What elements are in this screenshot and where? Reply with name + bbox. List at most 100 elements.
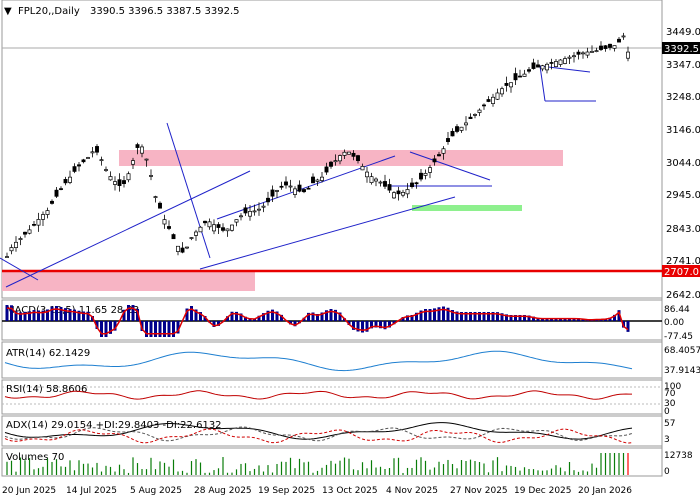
volume-bar xyxy=(321,467,323,475)
candle-body xyxy=(581,52,585,55)
candle-body xyxy=(608,43,612,48)
volume-bar xyxy=(613,453,616,475)
macd-bar xyxy=(266,310,270,321)
candle-body xyxy=(392,192,396,199)
candle-body xyxy=(122,180,126,184)
macd-bar xyxy=(487,312,490,321)
price-tick: 3146.0 xyxy=(666,125,700,136)
volume-bar xyxy=(415,459,418,475)
volume-bar xyxy=(294,468,296,475)
candle-body xyxy=(99,159,104,162)
candle-body xyxy=(545,63,549,71)
candle-body xyxy=(401,192,405,196)
volume-bar xyxy=(114,471,116,475)
adx-series xyxy=(4,422,633,444)
macd-bar xyxy=(248,318,252,321)
volume-bar xyxy=(537,470,539,475)
macd-bar xyxy=(388,321,391,328)
macd-bar xyxy=(541,318,544,321)
candle-body xyxy=(185,246,189,249)
macd-bar xyxy=(563,318,567,321)
candle-body xyxy=(180,247,185,253)
macd-bar xyxy=(23,311,27,321)
macd-bar xyxy=(217,321,220,326)
macd-bar xyxy=(37,310,40,321)
candle-body xyxy=(410,182,414,188)
candle-body xyxy=(113,181,117,185)
volume-bar xyxy=(150,457,152,475)
volume-bar xyxy=(271,472,274,475)
macd-bar xyxy=(19,312,22,321)
volume-bar xyxy=(564,471,566,475)
volume-bar xyxy=(361,462,364,475)
macd-bar xyxy=(271,309,274,321)
candle-body xyxy=(396,190,401,195)
candle-body xyxy=(513,73,518,81)
adx-panel-frame xyxy=(1,415,663,447)
volume-bar xyxy=(280,461,283,475)
macd-bar xyxy=(442,306,445,321)
volume-bar xyxy=(343,457,346,475)
macd-bar xyxy=(73,309,76,321)
candle-body xyxy=(594,50,599,52)
trendline-2[interactable] xyxy=(0,257,39,281)
volume-bar xyxy=(523,467,526,475)
volume-bar xyxy=(307,461,310,475)
macd-bar xyxy=(554,318,558,321)
candle-body xyxy=(194,231,198,236)
collapse-triangle-icon[interactable]: ▼ xyxy=(4,6,12,17)
candle-body xyxy=(617,38,621,43)
adx-line xyxy=(4,422,633,440)
current-price-text: 3392.5 xyxy=(664,44,699,55)
macd-bar xyxy=(437,307,441,321)
macd-bar xyxy=(361,321,364,333)
date-label: 27 Nov 2025 xyxy=(450,486,508,496)
volume-bar xyxy=(258,465,260,475)
candle-body xyxy=(621,35,626,38)
macd-bar xyxy=(158,321,162,337)
volume-bar xyxy=(33,469,35,475)
date-label: 19 Sep 2025 xyxy=(258,486,315,496)
candle-body xyxy=(50,200,54,204)
macd-bar xyxy=(550,318,553,321)
atr-panel-frame xyxy=(1,341,663,379)
macd-bar xyxy=(392,321,396,325)
candle-body xyxy=(261,205,266,208)
date-label: 4 Nov 2025 xyxy=(386,486,438,496)
candle-body xyxy=(117,179,122,186)
rsi-series xyxy=(4,390,632,400)
volume-bar xyxy=(172,459,175,475)
price-tick: 2642.0 xyxy=(666,290,700,301)
volume-bar xyxy=(595,467,598,475)
candle-body xyxy=(374,178,378,182)
macd-bar xyxy=(428,309,432,321)
macd-bar xyxy=(172,321,175,337)
candle-body xyxy=(158,202,162,209)
trendline-3[interactable] xyxy=(166,122,211,259)
candle-body xyxy=(86,157,90,159)
flag-line-1[interactable] xyxy=(409,151,491,181)
volume-bar xyxy=(10,460,13,475)
trendline-1[interactable] xyxy=(5,170,251,288)
volume-bar xyxy=(199,462,202,475)
channel-lower[interactable] xyxy=(199,196,456,270)
candle-body xyxy=(522,73,527,77)
flag-left[interactable] xyxy=(539,65,546,102)
volume-bar xyxy=(433,467,436,475)
volume-bar xyxy=(118,464,121,475)
macd-bar xyxy=(559,318,562,321)
di-plus-line xyxy=(4,426,633,442)
price-axis: 3449.0 3347.0 3248.0 3146.0 3044.0 2945.… xyxy=(666,27,700,301)
macd-bar xyxy=(59,307,63,321)
macd-bar xyxy=(518,315,522,321)
time-axis: 20 Jun 2025 14 Jul 2025 5 Aug 2025 28 Au… xyxy=(2,486,632,496)
trend-lines[interactable] xyxy=(0,65,596,288)
macd-series xyxy=(5,305,630,337)
macd-bar xyxy=(203,316,207,321)
candle-body xyxy=(324,166,329,173)
candle-body xyxy=(387,184,392,191)
volume-bar xyxy=(240,463,242,475)
volume-bar xyxy=(366,468,368,475)
candle-body xyxy=(162,219,167,225)
